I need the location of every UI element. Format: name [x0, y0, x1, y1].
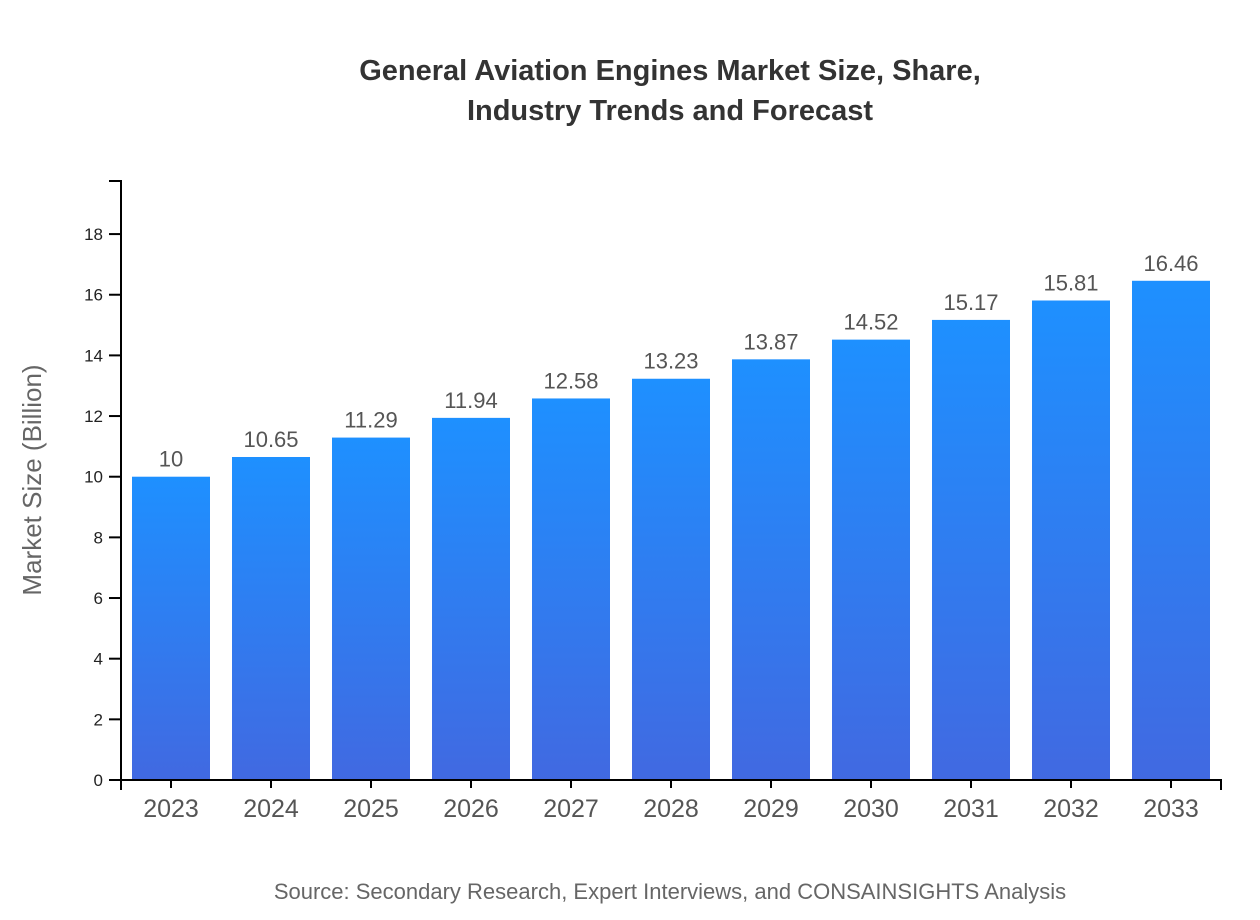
data-label-2027: 12.58	[543, 368, 598, 393]
x-tick-label-2030: 2030	[843, 795, 899, 823]
bar-2024	[232, 456, 310, 780]
y-axis-label: Market Size (Billion)	[17, 364, 47, 595]
x-tick-label-2029: 2029	[743, 795, 799, 823]
data-label-2026: 11.94	[444, 388, 497, 413]
bar-2023	[132, 476, 210, 780]
y-tick-label-10: 10	[84, 468, 103, 487]
bar-2027	[532, 398, 610, 780]
x-tick-label-2031: 2031	[943, 795, 999, 823]
y-tick-label-4: 4	[94, 650, 103, 669]
y-tick-label-8: 8	[94, 528, 103, 547]
source-note: Source: Secondary Research, Expert Inter…	[274, 879, 1066, 904]
y-tick-label-18: 18	[84, 225, 103, 244]
y-tick-label-16: 16	[84, 286, 103, 305]
y-tick-label-14: 14	[84, 346, 103, 365]
x-tick-label-2027: 2027	[543, 795, 599, 823]
x-tick-label-2028: 2028	[643, 795, 699, 823]
bar-2030	[832, 339, 910, 780]
bar-2032	[1032, 300, 1110, 780]
chart-title-line-2: Industry Trends and Forecast	[467, 95, 873, 127]
y-tick-label-2: 2	[94, 710, 103, 729]
bar-2025	[332, 437, 410, 780]
data-label-2023: 10	[159, 447, 183, 472]
axes: 2023 2024 2025 2026 2027 2028 2029 2030 2031 2032…	[84, 180, 1222, 823]
chart-title-line-1: General Aviation Engines Market Size, Sh…	[359, 55, 981, 87]
x-tick-label-2024: 2024	[243, 795, 299, 823]
y-tick-label-6: 6	[94, 589, 103, 608]
y-tick-label-12: 12	[84, 407, 103, 426]
data-label-2031: 15.17	[943, 290, 998, 315]
x-tick-label-2023: 2023	[143, 795, 199, 823]
y-axis-line	[109, 180, 122, 781]
x-tick-label-2026: 2026	[443, 795, 499, 823]
x-axis-line	[120, 779, 1222, 790]
data-label-2025: 11.29	[344, 408, 397, 433]
data-label-2028: 13.23	[643, 349, 698, 374]
x-tick-label-2033: 2033	[1143, 795, 1199, 823]
data-label-2024: 10.65	[243, 427, 298, 452]
y-tick-label-0: 0	[94, 771, 103, 790]
bar-2031	[932, 319, 1010, 780]
bar-2029	[732, 359, 810, 780]
bar-2026	[432, 417, 510, 780]
data-label-2029: 13.87	[743, 329, 798, 354]
data-label-2030: 14.52	[843, 310, 898, 335]
bars: 10 10.65 11.29 11.94 12.58 13.23 13.87 14.52 15.…	[132, 251, 1210, 780]
data-label-2033: 16.46	[1143, 251, 1198, 276]
x-tick-label-2025: 2025	[343, 795, 399, 823]
bar-2028	[632, 378, 710, 780]
data-label-2032: 15.81	[1043, 270, 1098, 295]
x-tick-label-2032: 2032	[1043, 795, 1099, 823]
bar-2033	[1132, 280, 1210, 780]
